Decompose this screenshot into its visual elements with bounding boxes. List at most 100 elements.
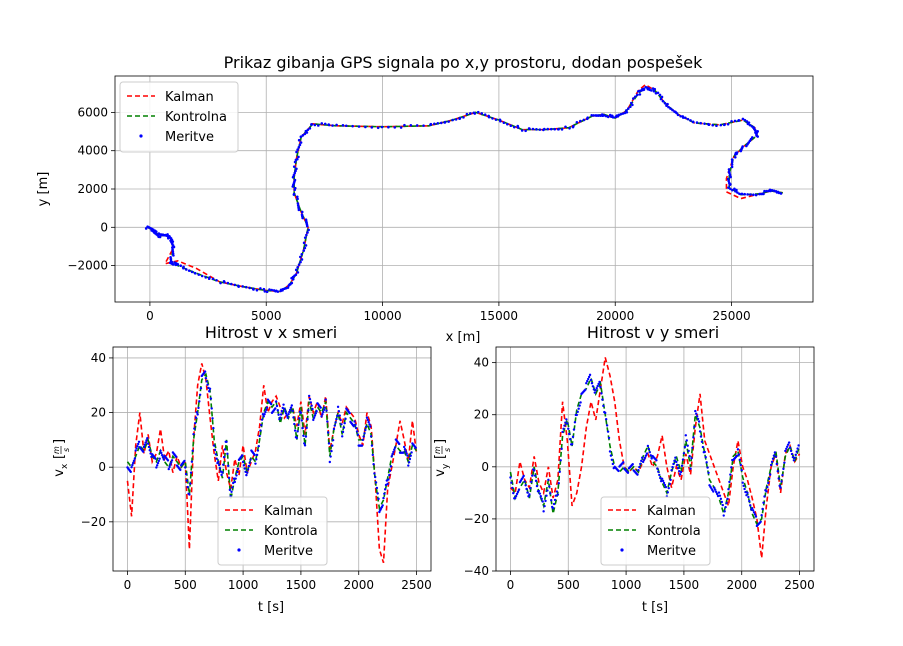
series-meritve-point xyxy=(352,425,355,428)
legend-meritve-swatch xyxy=(139,134,143,138)
series-meritve-point xyxy=(403,447,407,451)
series-meritve-point xyxy=(269,402,273,406)
series-meritve-point xyxy=(354,423,357,427)
series-meritve-point xyxy=(765,490,768,493)
series-meritve-point xyxy=(582,118,586,122)
series-meritve-point xyxy=(597,114,600,117)
legend-meritve-swatch xyxy=(620,548,624,552)
series-meritve-point xyxy=(211,417,214,420)
series-meritve-point xyxy=(791,455,795,459)
series-meritve-point xyxy=(789,449,793,453)
series-meritve-point xyxy=(257,444,260,448)
series-meritve-point xyxy=(313,123,317,127)
velocity-y-y-axis-label: v y [ m s ] xyxy=(433,439,452,477)
series-meritve-point xyxy=(320,415,323,418)
series-meritve-point xyxy=(188,493,191,496)
series-meritve-point xyxy=(753,513,757,516)
series-meritve-point xyxy=(327,123,331,127)
series-meritve-point xyxy=(586,116,589,119)
trajectory-legend: Kalman Kontrolna Meritve xyxy=(119,81,239,153)
series-meritve-point xyxy=(579,119,582,123)
series-meritve-point xyxy=(372,462,375,466)
series-meritve-point xyxy=(777,191,781,195)
series-meritve-point xyxy=(209,397,213,400)
series-meritve-point xyxy=(198,400,201,403)
series-meritve-point xyxy=(572,124,575,128)
series-meritve-point xyxy=(726,122,730,126)
series-meritve-point xyxy=(305,233,308,237)
series-meritve-point xyxy=(383,488,387,491)
series-meritve-point xyxy=(693,425,696,429)
velocity-x-legend: Kalman Kontrola Meritve xyxy=(217,496,328,566)
series-meritve-point xyxy=(728,480,731,484)
series-meritve-point xyxy=(522,474,525,478)
series-meritve-point xyxy=(469,112,472,115)
velocity-y-ylabel-bracket-open: [ xyxy=(433,454,448,459)
series-meritve-point xyxy=(388,473,391,477)
series-meritve-point xyxy=(626,471,630,475)
series-meritve-point xyxy=(668,482,671,486)
series-meritve-point xyxy=(590,382,594,385)
velocity-x-ylabel-unit-num: m xyxy=(52,446,61,454)
series-meritve-point xyxy=(483,113,487,116)
series-meritve-point xyxy=(194,416,198,419)
series-meritve-point xyxy=(199,387,203,390)
series-meritve-point xyxy=(182,266,185,270)
legend-meritve-label: Meritve xyxy=(165,130,214,145)
series-meritve-point xyxy=(707,123,711,126)
x-tick-label: 0 xyxy=(124,578,132,592)
series-meritve-point xyxy=(745,144,748,148)
series-meritve-point xyxy=(514,494,518,498)
series-meritve-point xyxy=(252,288,255,291)
series-meritve-point xyxy=(336,405,340,409)
series-meritve-point xyxy=(286,286,290,289)
series-meritve-point xyxy=(294,268,298,272)
series-meritve-point xyxy=(560,447,563,451)
series-meritve-point xyxy=(746,491,749,495)
series-meritve-point xyxy=(274,400,278,403)
x-tick-label: 1500 xyxy=(669,578,700,592)
legend-box xyxy=(600,496,711,566)
series-meritve-point xyxy=(640,459,643,463)
series-meritve-point xyxy=(745,120,749,123)
series-meritve-point xyxy=(689,119,692,122)
series-meritve-point xyxy=(336,414,339,418)
series-meritve-point xyxy=(754,515,758,518)
series-meritve-point xyxy=(759,520,762,523)
series-meritve-point xyxy=(549,492,552,495)
series-meritve-point xyxy=(771,457,775,460)
series-meritve-point xyxy=(592,388,596,391)
series-meritve-point xyxy=(297,206,300,210)
series-meritve-point xyxy=(136,444,139,448)
legend-box xyxy=(217,496,328,566)
series-meritve-point xyxy=(690,457,693,460)
series-meritve-point xyxy=(592,114,595,117)
series-meritve-point xyxy=(530,480,533,484)
series-meritve-point xyxy=(248,461,251,465)
series-meritve-point xyxy=(303,246,307,250)
series-meritve-point xyxy=(297,208,301,212)
series-meritve-point xyxy=(535,128,538,131)
series-meritve-point xyxy=(662,481,666,485)
series-meritve-point xyxy=(315,409,318,413)
series-meritve-point xyxy=(299,411,303,415)
series-meritve-point xyxy=(361,438,365,442)
series-meritve-point xyxy=(296,157,299,161)
series-meritve-point xyxy=(406,454,409,457)
series-meritve-point xyxy=(219,281,222,285)
series-meritve-point xyxy=(752,193,755,197)
series-meritve-point xyxy=(402,445,406,449)
series-meritve-point xyxy=(782,467,785,471)
series-meritve-point xyxy=(548,485,551,488)
series-meritve-point xyxy=(465,112,469,116)
velocity-y-x-axis-label: t [s] xyxy=(642,600,668,615)
series-meritve-point xyxy=(761,192,764,196)
series-meritve-point xyxy=(746,193,749,196)
series-meritve-point xyxy=(265,406,269,409)
series-meritve-point xyxy=(376,492,379,495)
series-meritve-point xyxy=(241,285,244,288)
series-meritve-point xyxy=(297,145,301,149)
series-meritve-point xyxy=(533,474,537,477)
series-meritve-point xyxy=(382,496,385,500)
x-tick-label: 2000 xyxy=(726,578,757,592)
